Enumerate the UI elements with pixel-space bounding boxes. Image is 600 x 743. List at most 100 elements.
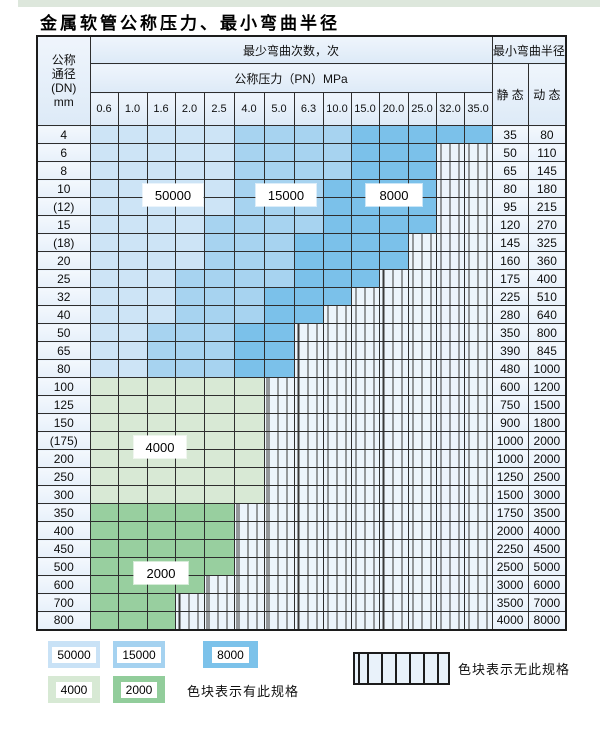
spec-unavailable-cell [293,485,324,504]
spec-available-cell [203,539,235,558]
spec-available-cell [233,233,265,252]
spec-available-cell [233,143,265,162]
spec-unavailable-cell [322,611,352,630]
spec-unavailable-cell [407,503,437,522]
spec-unavailable-cell [407,593,437,612]
spec-available-cell [146,467,176,486]
spec-available-cell [146,161,176,180]
legend-chip-2000: 2000 [113,676,165,703]
spec-unavailable-cell [463,233,493,252]
cycle-count-label-2000: 2000 [134,562,188,584]
pressure-col-header-35.0: 35.0 [463,92,493,126]
static-radius-value: 65 [491,161,529,180]
spec-unavailable-cell [435,197,465,216]
legend-has-spec-text: 色块表示有此规格 [187,684,300,699]
spec-available-cell [233,467,265,486]
spec-available-cell [117,485,148,504]
spec-unavailable-cell [407,611,437,630]
spec-available-cell [146,251,176,270]
spec-available-cell [322,215,352,234]
spec-available-cell [89,233,119,252]
spec-unavailable-cell [293,449,324,468]
header-row-1: 公称 通径 (DN) mm 最少弯曲次数，次 最小弯曲半径 [36,35,567,126]
spec-unavailable-cell [322,593,352,612]
spec-unavailable-cell [463,503,493,522]
spec-available-cell [263,143,295,162]
dn-value: (175) [36,431,91,450]
table-row-dn-40: 40 280 640 [36,305,567,324]
pressure-col-header-2.5: 2.5 [203,92,235,126]
spec-available-cell [407,125,437,144]
spec-available-cell [263,287,295,306]
spec-available-cell [378,161,409,180]
spec-unavailable-cell [435,305,465,324]
table-body: 4 35 80 6 50 110 8 65 145 10 80 180 (12) 95 215 15 120 27… [36,125,567,630]
spec-available-cell [146,503,176,522]
table-row-dn-20: 20 160 360 [36,251,567,270]
spec-unavailable-cell [435,503,465,522]
spec-available-cell [233,215,265,234]
dynamic-radius-value: 3500 [527,503,567,522]
dn-value: 150 [36,413,91,432]
spec-available-cell [146,269,176,288]
spec-unavailable-cell [263,557,295,576]
spec-unavailable-cell [263,503,295,522]
dn-value: 250 [36,467,91,486]
spec-unavailable-cell [435,359,465,378]
cycle-count-label-15000: 15000 [256,184,316,206]
spec-unavailable-cell [322,341,352,360]
dn-value: 400 [36,521,91,540]
spec-unavailable-cell [378,521,409,540]
spec-available-cell [117,197,148,216]
spec-available-cell [378,233,409,252]
spec-unavailable-cell [233,539,265,558]
spec-available-cell [203,287,235,306]
dynamic-radius-value: 400 [527,269,567,288]
spec-available-cell [89,521,119,540]
spec-available-cell [146,215,176,234]
spec-unavailable-cell [407,251,437,270]
spec-unavailable-cell [293,413,324,432]
cycle-count-label-8000: 8000 [366,184,422,206]
spec-unavailable-cell [463,305,493,324]
spec-unavailable-cell [378,467,409,486]
table-row-dn-500: 500 2500 5000 [36,557,567,576]
spec-unavailable-cell [435,233,465,252]
spec-unavailable-cell [407,557,437,576]
dynamic-radius-value: 215 [527,197,567,216]
dynamic-radius-value: 2000 [527,449,567,468]
dynamic-radius-value: 845 [527,341,567,360]
spec-available-cell [89,179,119,198]
spec-available-cell [233,251,265,270]
spec-available-cell [146,611,176,630]
spec-available-cell [293,143,324,162]
spec-available-cell [233,449,265,468]
dn-value: 20 [36,251,91,270]
spec-unavailable-cell [463,323,493,342]
pressure-col-header-4.0: 4.0 [233,92,265,126]
spec-unavailable-cell [350,503,380,522]
pressure-col-header-0.6: 0.6 [89,92,119,126]
spec-available-cell [203,449,235,468]
spec-unavailable-cell [350,341,380,360]
pressure-col-header-10.0: 10.0 [322,92,352,126]
spec-unavailable-cell [350,449,380,468]
dn-value: 200 [36,449,91,468]
spec-unavailable-cell [463,467,493,486]
dn-value: 15 [36,215,91,234]
table-row-dn-350: 350 1750 3500 [36,503,567,522]
spec-available-cell [89,323,119,342]
spec-available-cell [233,359,265,378]
spec-available-cell [233,269,265,288]
spec-available-cell [174,395,205,414]
spec-unavailable-cell [435,485,465,504]
spec-unavailable-cell [378,269,409,288]
spec-unavailable-cell [435,341,465,360]
spec-unavailable-cell [463,431,493,450]
spec-unavailable-cell [407,449,437,468]
spec-available-cell [378,143,409,162]
dynamic-radius-value: 3000 [527,485,567,504]
spec-available-cell [89,359,119,378]
spec-unavailable-cell [378,575,409,594]
spec-unavailable-cell [435,575,465,594]
